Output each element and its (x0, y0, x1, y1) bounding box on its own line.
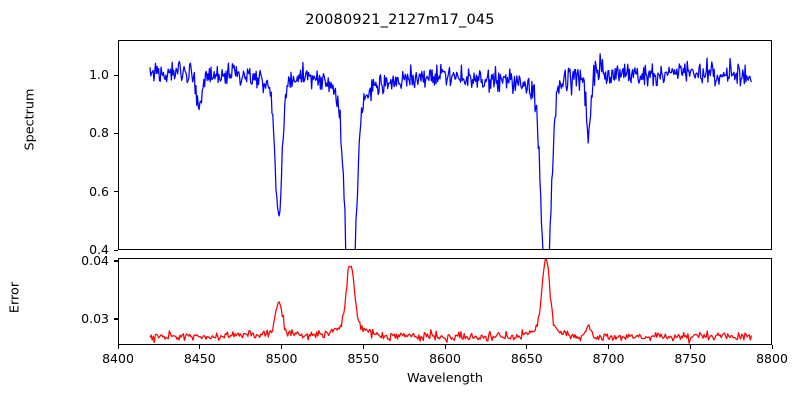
spectrum-ytick-mark (114, 132, 118, 134)
x-tick-mark (526, 345, 528, 349)
error-plot-panel (118, 258, 772, 345)
error-ytick-label: 0.03 (81, 310, 109, 326)
spectrum-ytick-label: 0.4 (89, 242, 109, 257)
spectrum-ytick-label: 0.6 (89, 183, 109, 199)
spectrum-ytick-label: 1.0 (89, 67, 109, 82)
x-tick-mark (362, 345, 364, 349)
error-series-line (119, 259, 771, 344)
error-ytick-label: 0.04 (81, 252, 109, 268)
x-tick-label: 8700 (592, 351, 625, 366)
x-tick-mark (444, 345, 446, 349)
x-tick-label: 8600 (429, 351, 461, 366)
x-axis-label: Wavelength (407, 371, 483, 386)
x-tick-label: 8650 (510, 351, 543, 366)
x-tick-label: 8500 (265, 351, 298, 366)
x-tick-mark (689, 345, 691, 349)
spectrum-plot-panel (118, 40, 772, 250)
error-ytick-mark (114, 260, 118, 262)
x-tick-label: 8750 (674, 351, 707, 366)
x-tick-mark (117, 345, 119, 349)
spectrum-ytick-mark (114, 74, 118, 76)
x-tick-mark (281, 345, 283, 349)
x-tick-mark (608, 345, 610, 349)
x-tick-label: 8800 (756, 351, 788, 366)
spectrum-axis-label: Spectrum (22, 88, 38, 151)
x-tick-mark (771, 345, 773, 349)
spectrum-ytick-mark (114, 191, 118, 193)
error-ytick-mark (114, 318, 118, 320)
spectrum-ytick-label: 0.8 (89, 125, 109, 141)
x-tick-label: 8400 (102, 351, 134, 366)
spectrum-series-line (119, 41, 771, 249)
chart-title: 20080921_2127m17_045 (305, 12, 495, 28)
x-tick-label: 8550 (347, 351, 380, 366)
spectrum-ytick-mark (114, 249, 118, 251)
x-tick-mark (199, 345, 201, 349)
x-tick-label: 8450 (183, 351, 216, 366)
error-axis-label: Error (7, 281, 23, 314)
